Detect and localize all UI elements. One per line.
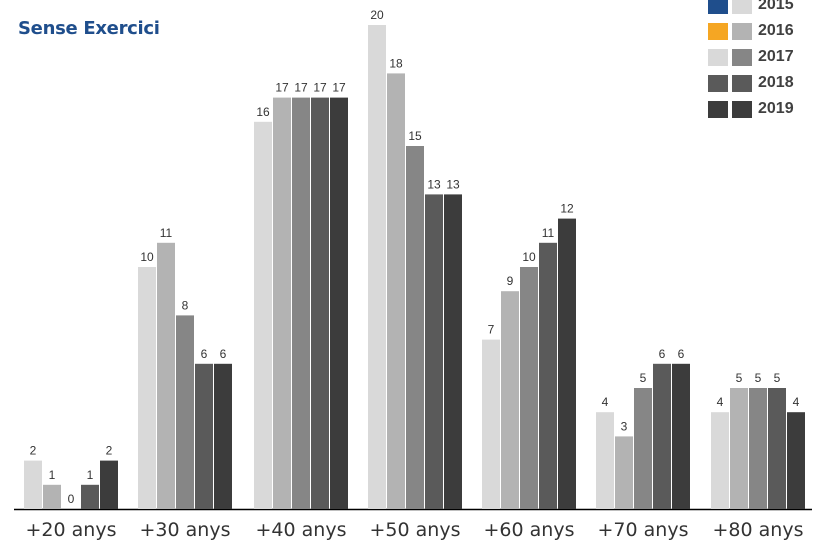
data-label-2016-6: 3 xyxy=(621,419,628,433)
chart-title: Sense Exercici xyxy=(18,18,160,39)
bar-2015-5 xyxy=(482,339,500,509)
data-label-2016-7: 5 xyxy=(736,371,743,385)
bar-2017-7 xyxy=(749,388,767,509)
x-tick-label: +80 anys xyxy=(713,519,804,541)
legend-label: 2016 xyxy=(758,22,794,39)
bar-2017-5 xyxy=(520,267,538,509)
bar-2015-7 xyxy=(711,412,729,509)
bar-2016-4 xyxy=(387,73,405,510)
legend-label: 2017 xyxy=(758,48,794,65)
bar-2018-2 xyxy=(195,363,213,509)
data-label-2019-6: 6 xyxy=(678,347,685,361)
data-label-2019-7: 4 xyxy=(793,395,800,409)
bar-2018-7 xyxy=(768,388,786,509)
bar-2019-1 xyxy=(100,460,118,509)
bar-2019-6 xyxy=(672,363,690,509)
legend-swatch xyxy=(708,74,728,92)
legend-swatch xyxy=(732,0,752,14)
data-label-2015-6: 4 xyxy=(602,395,609,409)
data-label-2018-6: 6 xyxy=(659,347,666,361)
data-label-2016-4: 18 xyxy=(389,56,403,70)
bar-2017-6 xyxy=(634,388,652,509)
legend: 2015 2016 2017 2018 2019 xyxy=(708,0,827,122)
legend-item-2016: 2016 xyxy=(708,18,827,44)
legend-item-2018: 2018 xyxy=(708,70,827,96)
legend-swatch xyxy=(708,22,728,40)
bar-2018-4 xyxy=(425,194,443,509)
data-label-2019-3: 17 xyxy=(332,81,346,95)
data-label-2017-6: 5 xyxy=(640,371,647,385)
legend-swatch xyxy=(732,100,752,118)
data-label-2015-2: 10 xyxy=(140,250,154,264)
data-label-2018-2: 6 xyxy=(201,347,208,361)
legend-swatch xyxy=(732,22,752,40)
data-label-2016-1: 1 xyxy=(49,468,56,482)
data-label-2019-5: 12 xyxy=(560,202,574,216)
data-label-2017-5: 10 xyxy=(522,250,536,264)
data-label-2015-5: 7 xyxy=(488,323,495,337)
bar-2017-2 xyxy=(176,315,194,509)
legend-item-2019: 2019 xyxy=(708,96,827,122)
legend-swatch xyxy=(708,48,728,66)
bar-2019-5 xyxy=(558,218,576,509)
data-label-2019-1: 2 xyxy=(106,444,113,458)
bar-2015-6 xyxy=(596,412,614,509)
legend-item-2017: 2017 xyxy=(708,44,827,70)
data-label-2017-4: 15 xyxy=(408,129,422,143)
x-tick-label: +30 anys xyxy=(140,519,231,541)
bar-2018-1 xyxy=(81,484,99,509)
bar-2018-6 xyxy=(653,363,671,509)
bar-2018-5 xyxy=(539,242,557,510)
data-label-2018-4: 13 xyxy=(427,177,441,191)
legend-swatch xyxy=(708,0,728,14)
bar-2015-1 xyxy=(24,460,42,509)
bar-2015-3 xyxy=(254,121,272,510)
bar-2016-7 xyxy=(730,388,748,509)
legend-label: 2015 xyxy=(758,0,794,13)
bar-2016-1 xyxy=(43,484,61,509)
bar-2019-2 xyxy=(214,363,232,509)
x-tick-label: +70 anys xyxy=(598,519,689,541)
legend-swatch xyxy=(708,100,728,118)
legend-swatch xyxy=(732,48,752,66)
bar-2015-2 xyxy=(138,267,156,509)
legend-item-2015: 2015 xyxy=(708,0,827,18)
data-label-2018-1: 1 xyxy=(87,468,94,482)
data-label-2018-7: 5 xyxy=(774,371,781,385)
data-label-2017-2: 8 xyxy=(182,298,189,312)
bar-2016-5 xyxy=(501,291,519,509)
data-label-2015-1: 2 xyxy=(30,444,37,458)
bar-2017-4 xyxy=(406,146,424,509)
bar-2019-4 xyxy=(444,194,462,509)
x-tick-label: +60 anys xyxy=(484,519,575,541)
bar-2016-6 xyxy=(615,436,633,509)
data-label-2019-4: 13 xyxy=(446,177,460,191)
x-tick-label: +40 anys xyxy=(256,519,347,541)
data-label-2015-3: 16 xyxy=(256,105,270,119)
data-label-2015-7: 4 xyxy=(717,395,724,409)
legend-label: 2019 xyxy=(758,100,794,117)
bar-2015-4 xyxy=(368,25,386,509)
legend-swatch xyxy=(732,74,752,92)
bar-2018-3 xyxy=(311,97,329,509)
data-label-2019-2: 6 xyxy=(220,347,227,361)
data-label-2017-3: 17 xyxy=(294,81,308,95)
data-label-2018-3: 17 xyxy=(313,81,327,95)
bar-2019-7 xyxy=(787,412,805,509)
data-label-2015-4: 20 xyxy=(370,8,384,22)
x-tick-label: +20 anys xyxy=(26,519,117,541)
data-label-2017-1: 0 xyxy=(68,492,75,506)
bar-2017-3 xyxy=(292,97,310,509)
data-label-2016-5: 9 xyxy=(507,274,514,288)
bar-2016-3 xyxy=(273,97,291,509)
legend-label: 2018 xyxy=(758,74,794,91)
bar-2016-2 xyxy=(157,242,175,510)
data-label-2017-7: 5 xyxy=(755,371,762,385)
x-tick-label: +50 anys xyxy=(370,519,461,541)
data-label-2016-2: 11 xyxy=(160,226,173,240)
data-label-2018-5: 11 xyxy=(542,226,555,240)
data-label-2016-3: 17 xyxy=(275,81,289,95)
bar-2019-3 xyxy=(330,97,348,509)
